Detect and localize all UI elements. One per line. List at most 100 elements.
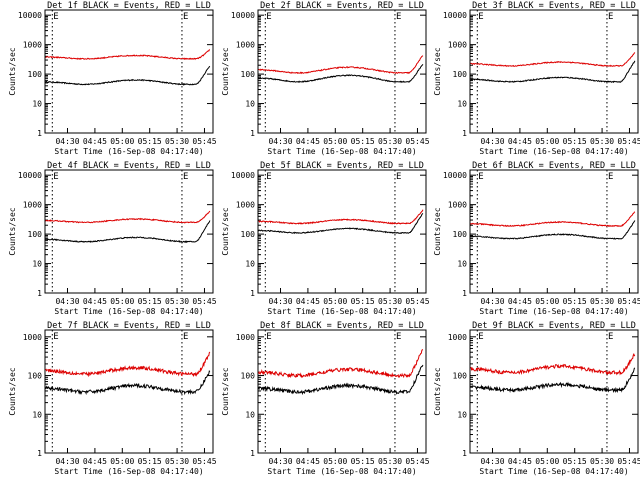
series-line-lld bbox=[45, 351, 211, 378]
y-tick-label: 1 bbox=[250, 289, 255, 298]
y-tick-label: 10000 bbox=[231, 171, 255, 180]
x-tick-label: 04:45 bbox=[83, 457, 107, 466]
x-tick-label: 05:00 bbox=[323, 137, 347, 146]
time-marker-label: E bbox=[53, 12, 58, 22]
y-axis-label: Counts/sec bbox=[221, 47, 230, 95]
time-marker-label: E bbox=[396, 172, 401, 182]
time-marker-label: E bbox=[608, 12, 613, 22]
detector-panel-8: Det 8f BLACK = Events, RED = LLD 1 10 100 10… bbox=[221, 321, 430, 476]
x-tick-label: 05:00 bbox=[110, 137, 134, 146]
y-tick-label: 100 bbox=[241, 70, 256, 79]
x-tick-label: 04:45 bbox=[296, 297, 320, 306]
x-tick-label: 05:00 bbox=[110, 297, 134, 306]
time-marker-label: E bbox=[608, 172, 613, 182]
y-tick-label: 10 bbox=[245, 410, 255, 419]
time-marker-label: E bbox=[183, 12, 188, 22]
y-tick-label: 10000 bbox=[18, 11, 42, 20]
x-tick-label: 05:30 bbox=[165, 457, 189, 466]
x-tick-label: 04:45 bbox=[83, 297, 107, 306]
y-tick-label: 10 bbox=[457, 260, 467, 269]
plot-frame bbox=[257, 9, 427, 134]
series-line-events bbox=[45, 65, 211, 86]
x-axis-label: Start Time (16-Sep-08 04:17:40) bbox=[479, 307, 628, 316]
x-tick-label: 04:45 bbox=[508, 297, 532, 306]
series-line-lld bbox=[470, 211, 636, 228]
y-tick-label: 1 bbox=[37, 289, 42, 298]
x-tick-label: 04:30 bbox=[268, 457, 292, 466]
x-tick-label: 05:30 bbox=[378, 297, 402, 306]
x-tick-label: 05:45 bbox=[192, 137, 216, 146]
series-line-lld bbox=[45, 49, 210, 61]
y-tick-label: 1000 bbox=[23, 333, 42, 342]
plot-frame bbox=[469, 329, 639, 454]
x-tick-label: 05:30 bbox=[165, 297, 189, 306]
x-tick-label: 04:30 bbox=[55, 137, 79, 146]
x-tick-label: 05:45 bbox=[617, 137, 640, 146]
y-tick-label: 1 bbox=[37, 129, 42, 138]
x-axis-label: Start Time (16-Sep-08 04:17:40) bbox=[479, 147, 628, 156]
plot-frame bbox=[44, 329, 214, 454]
y-axis-label: Counts/sec bbox=[8, 367, 17, 415]
plot-frame bbox=[469, 9, 639, 134]
x-tick-label: 05:45 bbox=[192, 457, 216, 466]
time-marker-label: E bbox=[183, 172, 188, 182]
x-tick-label: 05:45 bbox=[405, 457, 429, 466]
y-tick-label: 10 bbox=[457, 100, 467, 109]
y-axis-label: Counts/sec bbox=[8, 47, 17, 95]
x-tick-label: 05:15 bbox=[351, 137, 375, 146]
x-tick-label: 05:30 bbox=[378, 457, 402, 466]
series-line-events bbox=[45, 370, 211, 396]
y-tick-label: 10 bbox=[32, 100, 42, 109]
time-marker-label: E bbox=[266, 172, 271, 182]
series-line-events bbox=[470, 220, 636, 240]
x-tick-label: 05:15 bbox=[351, 297, 375, 306]
x-tick-label: 05:30 bbox=[378, 137, 402, 146]
detector-panel-4: Det 4f BLACK = Events, RED = LLD 1 10 100 10… bbox=[8, 161, 217, 316]
series-line-events bbox=[470, 60, 636, 84]
series-line-lld bbox=[470, 353, 636, 376]
detector-panel-3: Det 3f BLACK = Events, RED = LLD 1 10 100 10… bbox=[433, 1, 640, 156]
x-tick-label: 04:30 bbox=[268, 297, 292, 306]
y-tick-label: 1 bbox=[462, 449, 467, 458]
series-line-events bbox=[258, 63, 424, 84]
y-tick-label: 1000 bbox=[236, 201, 255, 210]
time-marker-label: E bbox=[478, 332, 483, 342]
time-marker-label: E bbox=[608, 332, 613, 342]
x-tick-label: 05:15 bbox=[138, 297, 162, 306]
panel-title: Det 8f BLACK = Events, RED = LLD bbox=[260, 321, 424, 331]
x-tick-label: 04:30 bbox=[55, 297, 79, 306]
x-tick-label: 05:45 bbox=[192, 297, 216, 306]
x-tick-label: 04:45 bbox=[508, 457, 532, 466]
y-tick-label: 1 bbox=[250, 449, 255, 458]
plot-frame bbox=[44, 169, 214, 294]
y-axis-label: Counts/sec bbox=[433, 207, 442, 255]
time-marker-label: E bbox=[183, 332, 188, 342]
x-tick-label: 05:00 bbox=[535, 297, 559, 306]
plot-frame bbox=[44, 9, 214, 134]
time-marker-label: E bbox=[396, 332, 401, 342]
x-tick-label: 04:45 bbox=[83, 137, 107, 146]
series-line-lld bbox=[45, 210, 211, 224]
y-axis-label: Counts/sec bbox=[433, 47, 442, 95]
x-tick-label: 05:15 bbox=[563, 137, 587, 146]
panel-title: Det 3f BLACK = Events, RED = LLD bbox=[472, 1, 636, 11]
y-axis-label: Counts/sec bbox=[8, 207, 17, 255]
y-tick-label: 1 bbox=[37, 449, 42, 458]
y-axis-label: Counts/sec bbox=[221, 367, 230, 415]
y-tick-label: 1000 bbox=[448, 201, 467, 210]
y-tick-label: 100 bbox=[28, 230, 43, 239]
panel-title: Det 4f BLACK = Events, RED = LLD bbox=[47, 161, 211, 171]
y-tick-label: 1000 bbox=[23, 41, 42, 50]
y-tick-label: 1 bbox=[462, 129, 467, 138]
y-tick-label: 10000 bbox=[231, 11, 255, 20]
panel-title: Det 2f BLACK = Events, RED = LLD bbox=[260, 1, 424, 11]
panel-title: Det 5f BLACK = Events, RED = LLD bbox=[260, 161, 424, 171]
y-tick-label: 1 bbox=[462, 289, 467, 298]
y-tick-label: 100 bbox=[28, 70, 43, 79]
x-axis-label: Start Time (16-Sep-08 04:17:40) bbox=[267, 307, 416, 316]
panel-title: Det 9f BLACK = Events, RED = LLD bbox=[472, 321, 636, 331]
series-line-events bbox=[258, 364, 424, 396]
y-tick-label: 10 bbox=[32, 260, 42, 269]
detector-panel-7: Det 7f BLACK = Events, RED = LLD 1 10 100 10… bbox=[8, 321, 217, 476]
x-tick-label: 05:30 bbox=[590, 457, 614, 466]
